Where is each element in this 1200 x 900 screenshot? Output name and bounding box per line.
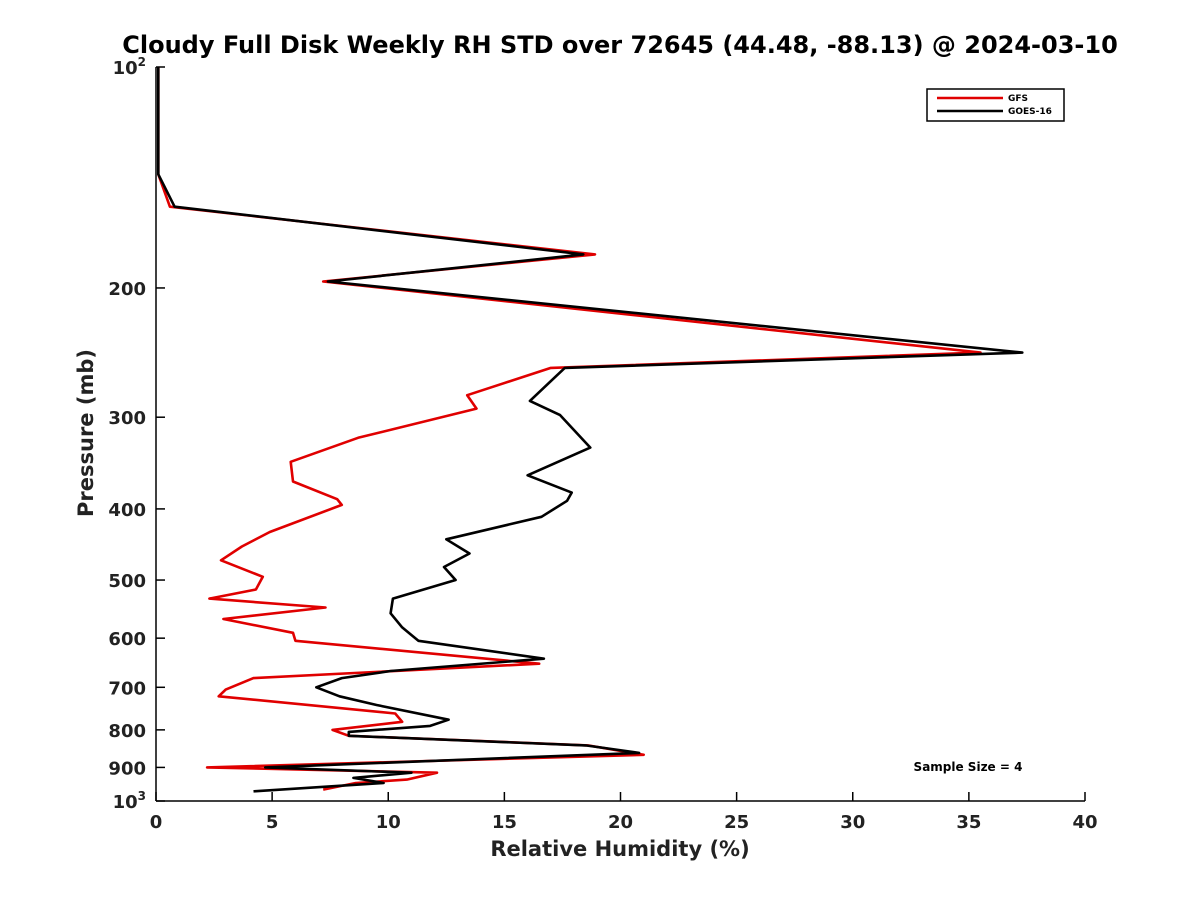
y-tick-label: 200 [108, 279, 146, 300]
x-tick-label: 40 [1072, 812, 1097, 833]
y-tick-label: 103 [113, 789, 146, 813]
legend-label-gfs: GFS [1008, 94, 1028, 104]
y-tick-label: 300 [108, 408, 146, 429]
y-tick-label: 600 [108, 629, 146, 650]
y-axis-label: Pressure (mb) [74, 349, 98, 517]
series-line-goes16 [157, 67, 1024, 793]
x-tick-label: 15 [492, 812, 517, 833]
y-tick-label: 700 [108, 678, 146, 699]
x-tick-label: 35 [956, 812, 981, 833]
y-tick-label: 102 [113, 55, 146, 79]
legend: GFS GOES-16 [926, 88, 1065, 122]
x-tick-label: 20 [608, 812, 633, 833]
y-tick-label: 900 [108, 758, 146, 779]
x-tick-label: 30 [840, 812, 865, 833]
y-tick-label: 500 [108, 571, 146, 592]
legend-label-goes16: GOES-16 [1008, 107, 1052, 117]
y-tick-label: 400 [108, 500, 146, 521]
x-tick-label: 25 [724, 812, 749, 833]
y-tick-label: 800 [108, 721, 146, 742]
x-tick-label: 10 [376, 812, 401, 833]
plot-area: 0 5 10 15 20 25 30 35 40 102 200 300 400 500 600 700 800… [108, 55, 1097, 833]
series-line-gfs [157, 67, 982, 791]
x-tick-label: 0 [150, 812, 163, 833]
x-tick-label: 5 [266, 812, 279, 833]
chart-title: Cloudy Full Disk Weekly RH STD over 7264… [122, 31, 1118, 59]
legend-box [926, 88, 1065, 122]
sample-size-annotation: Sample Size = 4 [914, 760, 1023, 774]
x-axis-label: Relative Humidity (%) [490, 837, 749, 861]
